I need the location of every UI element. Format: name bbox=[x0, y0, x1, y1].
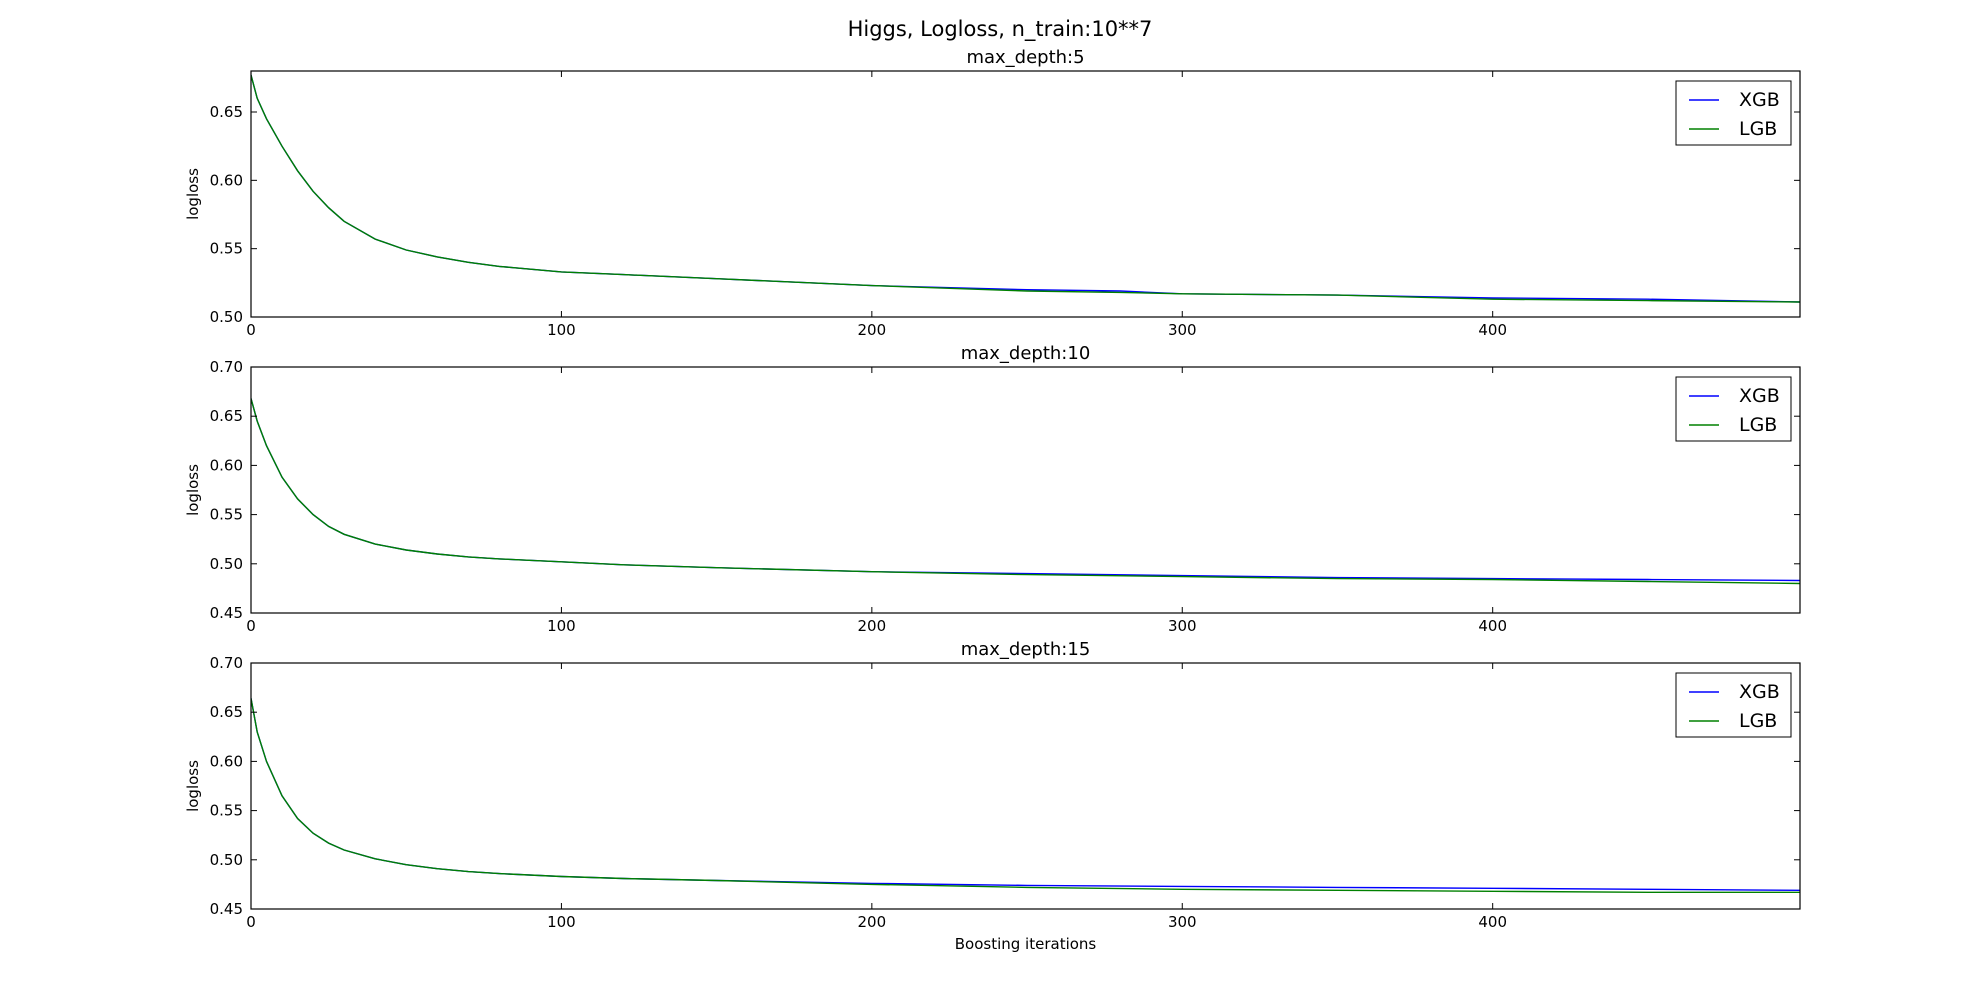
subplot-2: max_depth:10 0 100 200 300 400 0.45 0.50 0.55 0.6… bbox=[184, 343, 1801, 635]
legend-label: LGB bbox=[1739, 414, 1777, 436]
x-axis-label: Boosting iterations bbox=[955, 935, 1097, 953]
y-tick-label: 0.60 bbox=[210, 752, 243, 770]
legend: XGB LGB bbox=[1675, 672, 1792, 738]
y-tick-label: 0.50 bbox=[210, 308, 243, 326]
y-tick-label: 0.55 bbox=[210, 506, 243, 524]
legend: XGB LGB bbox=[1675, 80, 1792, 146]
series-line-xgb bbox=[251, 398, 1800, 582]
y-tick-label: 0.50 bbox=[210, 555, 243, 573]
x-tick-label: 300 bbox=[1168, 321, 1197, 339]
x-tick-label: 0 bbox=[246, 617, 256, 635]
subplots: max_depth:5 0 100 200 300 400 0.50 0.55 0.60 0.65… bbox=[184, 47, 1801, 953]
x-tick-label: 400 bbox=[1478, 321, 1507, 339]
legend-box bbox=[1675, 80, 1792, 146]
y-tick-label: 0.55 bbox=[210, 802, 243, 820]
y-axis-label: logloss bbox=[184, 760, 202, 812]
y-tick-label: 0.60 bbox=[210, 456, 243, 474]
y-axis-label: logloss bbox=[184, 168, 202, 220]
legend-label: XGB bbox=[1739, 681, 1780, 703]
y-tick-label: 0.65 bbox=[210, 703, 243, 721]
plot-lines bbox=[251, 74, 1800, 303]
x-tick-label: 0 bbox=[246, 913, 256, 931]
x-tick-label: 200 bbox=[858, 617, 887, 635]
subplot-title: max_depth:5 bbox=[966, 47, 1084, 68]
legend-label: XGB bbox=[1739, 89, 1780, 111]
figure-title: Higgs, Logloss, n_train:10**7 bbox=[848, 17, 1153, 42]
y-tick-label: 0.70 bbox=[210, 358, 243, 376]
series-line-lgb bbox=[251, 698, 1800, 893]
y-tick-label: 0.50 bbox=[210, 851, 243, 869]
x-tick-label: 100 bbox=[547, 913, 576, 931]
subplot-title: max_depth:10 bbox=[961, 343, 1091, 364]
y-tick-label: 0.70 bbox=[210, 654, 243, 672]
x-tick-label: 300 bbox=[1168, 913, 1197, 931]
subplot-1: max_depth:5 0 100 200 300 400 0.50 0.55 0.60 0.65… bbox=[184, 47, 1801, 339]
y-tick-label: 0.65 bbox=[210, 407, 243, 425]
x-tick-label: 400 bbox=[1478, 617, 1507, 635]
subplot-title: max_depth:15 bbox=[961, 639, 1091, 660]
plot-lines bbox=[251, 698, 1800, 893]
x-tick-label: 200 bbox=[858, 321, 887, 339]
y-tick-label: 0.45 bbox=[210, 900, 243, 918]
axes-frame bbox=[250, 70, 1801, 318]
legend-label: LGB bbox=[1739, 118, 1777, 140]
y-axis-label: logloss bbox=[184, 464, 202, 516]
axes-frame bbox=[250, 366, 1801, 614]
y-tick-label: 0.65 bbox=[210, 103, 243, 121]
legend-label: LGB bbox=[1739, 710, 1777, 732]
legend: XGB LGB bbox=[1675, 376, 1792, 442]
legend-box bbox=[1675, 376, 1792, 442]
y-tick-label: 0.45 bbox=[210, 604, 243, 622]
x-tick-label: 400 bbox=[1478, 913, 1507, 931]
legend-label: XGB bbox=[1739, 385, 1780, 407]
y-tick-label: 0.55 bbox=[210, 240, 243, 258]
x-tick-label: 0 bbox=[246, 321, 256, 339]
legend-box bbox=[1675, 672, 1792, 738]
x-tick-label: 200 bbox=[858, 913, 887, 931]
plot-lines bbox=[251, 398, 1800, 585]
series-line-lgb bbox=[251, 398, 1800, 585]
series-line-xgb bbox=[251, 74, 1800, 303]
subplot-3: max_depth:15 0 100 200 300 400 0.45 0.50 0.55 0.6… bbox=[184, 639, 1801, 953]
series-line-xgb bbox=[251, 698, 1800, 891]
y-tick-label: 0.60 bbox=[210, 171, 243, 189]
axes-frame bbox=[250, 662, 1801, 910]
x-tick-label: 300 bbox=[1168, 617, 1197, 635]
x-tick-label: 100 bbox=[547, 617, 576, 635]
series-line-lgb bbox=[251, 74, 1800, 303]
x-tick-label: 100 bbox=[547, 321, 576, 339]
